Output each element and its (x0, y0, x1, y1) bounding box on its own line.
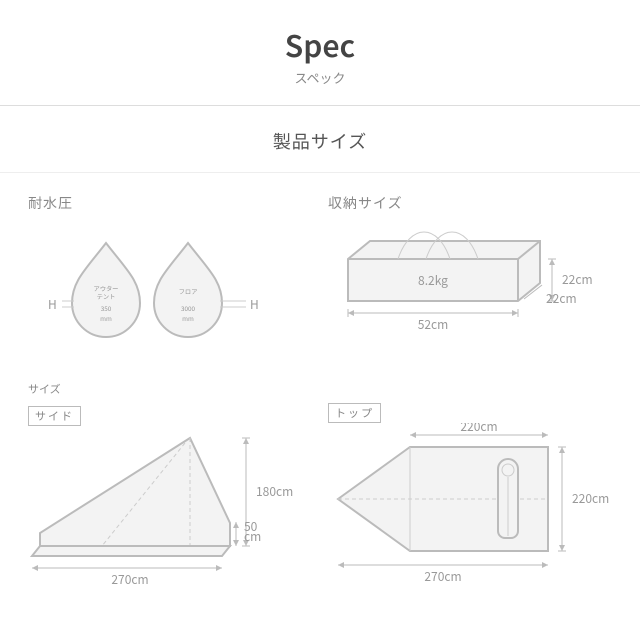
svg-text:270cm: 270cm (424, 568, 461, 585)
svg-text:3000: 3000 (181, 304, 195, 313)
svg-text:mm: mm (182, 314, 194, 323)
water-resistance-block: 耐水圧 H H アウターテント 350 mm フロア 3000 mm (28, 193, 318, 371)
water-diagram: H H アウターテント 350 mm フロア 3000 mm (28, 221, 298, 361)
svg-text:50cm: 50cm (244, 518, 261, 545)
size-heading: サイズ (28, 381, 318, 397)
svg-text:52cm: 52cm (418, 316, 449, 333)
svg-text:270cm: 270cm (111, 571, 148, 588)
side-view-block: サイズ サイド 270cm (28, 381, 318, 606)
svg-text:22cm: 22cm (546, 290, 577, 307)
storage-block: 収納サイズ 8.2kg 52cm (328, 193, 628, 371)
svg-text:フロア: フロア (179, 287, 199, 296)
title-jp: スペック (0, 68, 640, 87)
title-en: Spec (0, 22, 640, 66)
svg-text:180cm: 180cm (256, 483, 293, 500)
svg-text:350: 350 (101, 304, 112, 313)
svg-text:8.2kg: 8.2kg (418, 272, 448, 289)
svg-text:アウターテント: アウターテント (93, 284, 118, 301)
h-right: H (250, 296, 259, 313)
sleeping-bag-icon (498, 459, 518, 538)
water-heading: 耐水圧 (28, 193, 318, 213)
top-view-block: トップ 220cm (328, 381, 628, 606)
storage-heading: 収納サイズ (328, 193, 628, 213)
top-diagram: 220cm 270cm (328, 423, 628, 603)
svg-text:220cm: 220cm (460, 423, 497, 435)
h-left: H (48, 296, 57, 313)
svg-text:220cm: 220cm (572, 490, 609, 507)
side-diagram: 270cm 180cm 50cm (28, 426, 318, 606)
storage-diagram: 8.2kg 52cm 22cm (328, 221, 618, 371)
svg-text:mm: mm (100, 314, 112, 323)
svg-text:22cm: 22cm (562, 271, 593, 288)
section-label: 製品サイズ (0, 106, 640, 172)
side-tag: サイド (28, 406, 81, 426)
top-tag: トップ (328, 403, 381, 423)
